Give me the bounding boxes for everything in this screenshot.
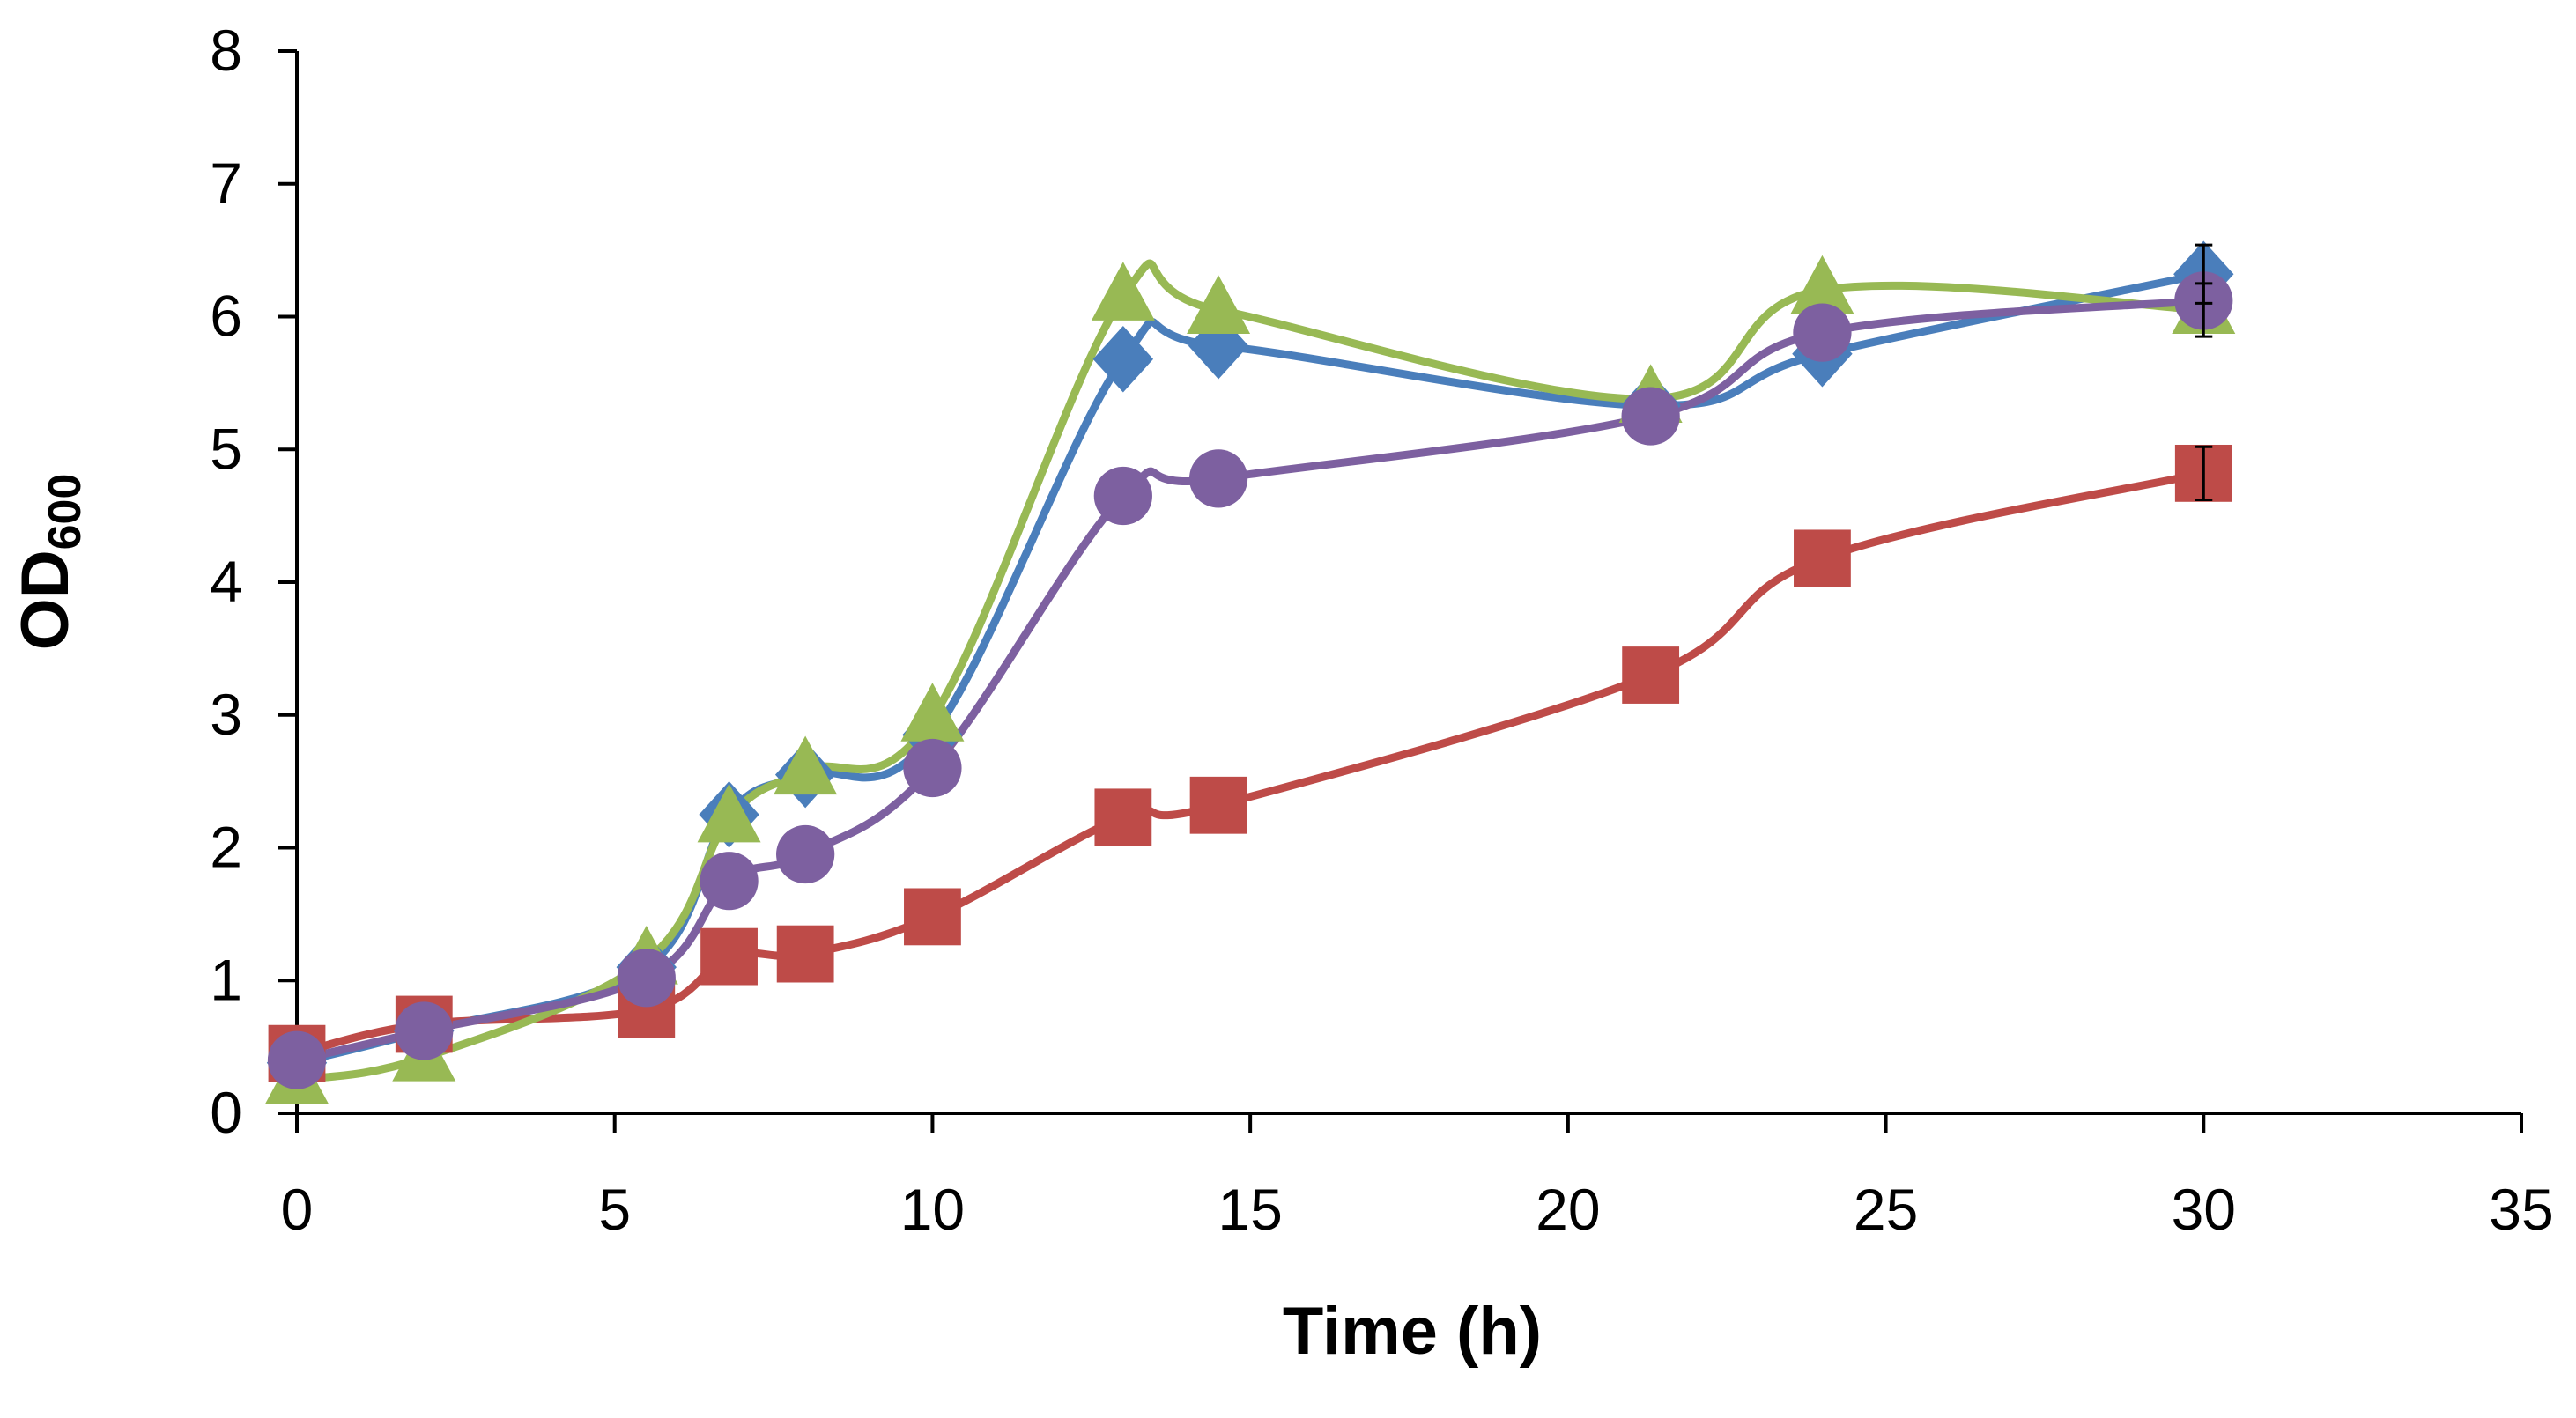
data-point-diamond: [1092, 325, 1154, 393]
y-tick-label: 3: [210, 682, 242, 747]
markers-circle: [267, 271, 2233, 1089]
y-tick-label: 5: [210, 416, 242, 481]
data-point-circle: [776, 824, 835, 884]
data-point-square: [1094, 788, 1152, 846]
x-tick-label: 35: [2489, 1177, 2553, 1242]
labels: Time (h) OD600: [8, 474, 1542, 1369]
y-axis-title-subscript: 600: [40, 474, 91, 550]
series-diamond: [292, 270, 2208, 1067]
data-point-circle: [1621, 387, 1680, 446]
y-tick-label: 7: [210, 151, 242, 216]
data-point-triangle: [774, 735, 838, 795]
data-point-square: [904, 888, 961, 946]
data-point-circle: [617, 949, 676, 1008]
data-point-square: [776, 925, 834, 983]
data-point-square: [1794, 529, 1851, 587]
data-point-circle: [700, 852, 759, 911]
series-circle: [292, 296, 2208, 1065]
data-point-triangle: [697, 783, 761, 843]
series-layer: [265, 240, 2236, 1104]
series-line-circle: [292, 296, 2208, 1065]
data-point-square: [1622, 646, 1680, 704]
series-square: [292, 469, 2208, 1058]
y-tick-label: 6: [210, 284, 242, 349]
series-line-square: [292, 469, 2208, 1058]
data-point-triangle: [1091, 262, 1155, 321]
x-tick-label: 15: [1218, 1177, 1282, 1242]
data-point-triangle: [1187, 275, 1251, 334]
y-tick-label: 8: [210, 18, 242, 83]
series-line-triangle: [292, 259, 2208, 1084]
data-point-circle: [267, 1030, 327, 1089]
series-triangle: [292, 259, 2208, 1084]
data-point-square: [1189, 776, 1247, 834]
x-tick-label: 5: [598, 1177, 631, 1242]
x-tick-label: 20: [1536, 1177, 1600, 1242]
y-axis-title-main: OD: [8, 550, 83, 650]
y-tick-label: 2: [210, 815, 242, 880]
data-point-circle: [395, 1001, 454, 1060]
error-bars: [2195, 243, 2213, 502]
x-tick-label: 10: [900, 1177, 965, 1242]
data-point-triangle: [900, 683, 965, 742]
data-point-circle: [1093, 466, 1152, 526]
data-point-circle: [1793, 303, 1852, 362]
markers-square: [268, 444, 2232, 1082]
x-tick-label: 30: [2172, 1177, 2236, 1242]
x-tick-label: 25: [1854, 1177, 1918, 1242]
data-point-circle: [903, 738, 962, 798]
x-axis-title: Time (h): [1283, 1294, 1542, 1369]
y-tick-label: 4: [210, 549, 242, 614]
data-point-triangle: [1790, 255, 1854, 314]
y-tick-label: 1: [210, 947, 242, 1012]
y-tick-label: 0: [210, 1080, 242, 1145]
markers-triangle: [265, 255, 2236, 1104]
y-axis-title: OD600: [8, 474, 91, 651]
data-point-circle: [1188, 449, 1248, 508]
data-point-square: [700, 927, 758, 986]
data-point-diamond: [1188, 312, 1249, 380]
x-tick-label: 0: [281, 1177, 314, 1242]
axes: 0 1 2 3 4 5 6 7 8 0 5 10 15 20 25 30 35: [210, 18, 2553, 1242]
series-line-diamond: [292, 270, 2208, 1067]
markers-diamond: [266, 240, 2234, 1097]
